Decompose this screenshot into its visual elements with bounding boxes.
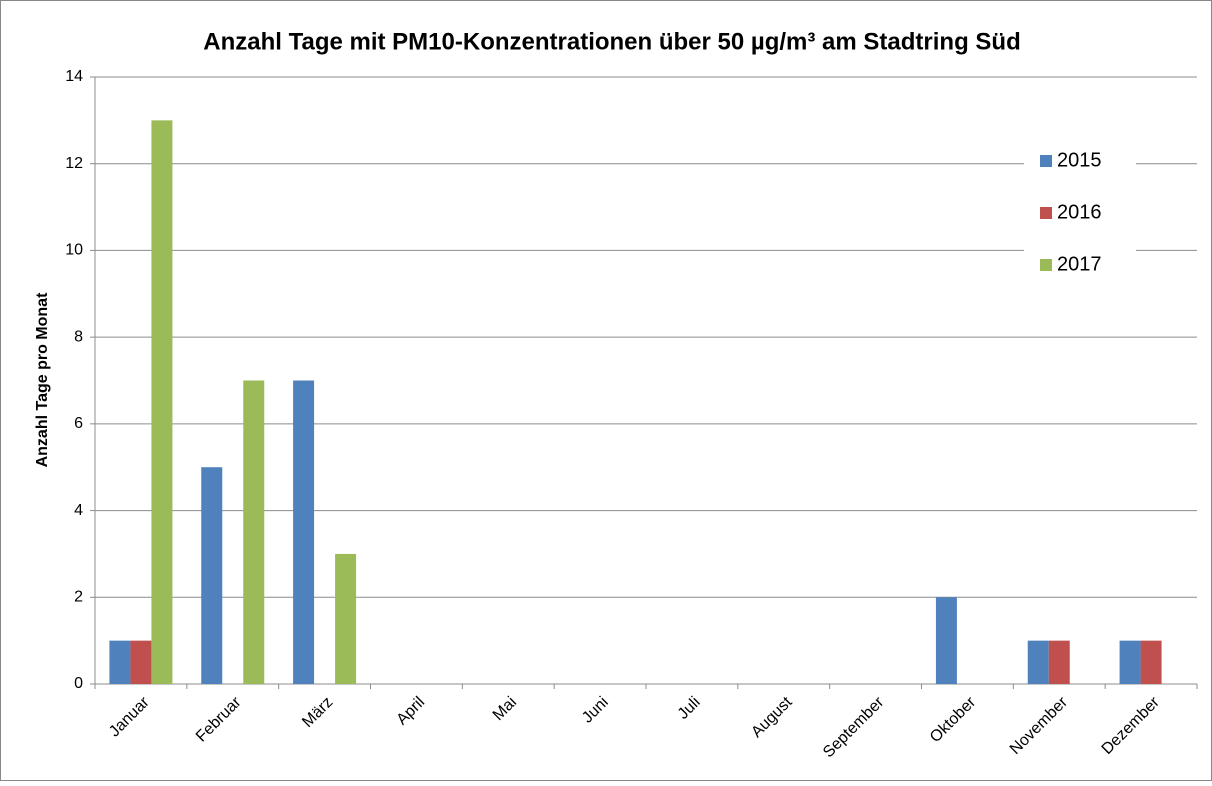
y-tick-label: 8	[74, 328, 83, 345]
bar	[293, 380, 315, 684]
legend-label: 2016	[1057, 201, 1102, 223]
bar	[1027, 640, 1049, 684]
bar	[1048, 640, 1070, 684]
y-tick-label: 4	[74, 502, 83, 519]
legend-label: 2017	[1057, 253, 1102, 275]
legend-label: 2015	[1057, 149, 1102, 171]
bar	[243, 380, 265, 684]
chart-title: Anzahl Tage mit PM10-Konzentrationen übe…	[203, 28, 1020, 55]
y-tick-label: 0	[74, 675, 83, 692]
y-tick-label: 10	[65, 242, 83, 259]
legend-swatch	[1040, 155, 1052, 167]
bar	[151, 120, 173, 685]
bar	[130, 640, 152, 684]
y-tick-label: 6	[74, 415, 83, 432]
bar	[1140, 640, 1162, 684]
bar	[201, 467, 223, 684]
bar	[335, 553, 357, 684]
bar	[1119, 640, 1141, 684]
legend-swatch	[1040, 207, 1052, 219]
y-tick-label: 14	[65, 68, 83, 85]
y-axis-label: Anzahl Tage pro Monat	[34, 292, 51, 467]
bar	[109, 640, 131, 684]
legend-swatch	[1040, 259, 1052, 271]
bar	[935, 597, 957, 684]
y-tick-label: 2	[74, 589, 83, 606]
y-tick-label: 12	[65, 155, 83, 172]
